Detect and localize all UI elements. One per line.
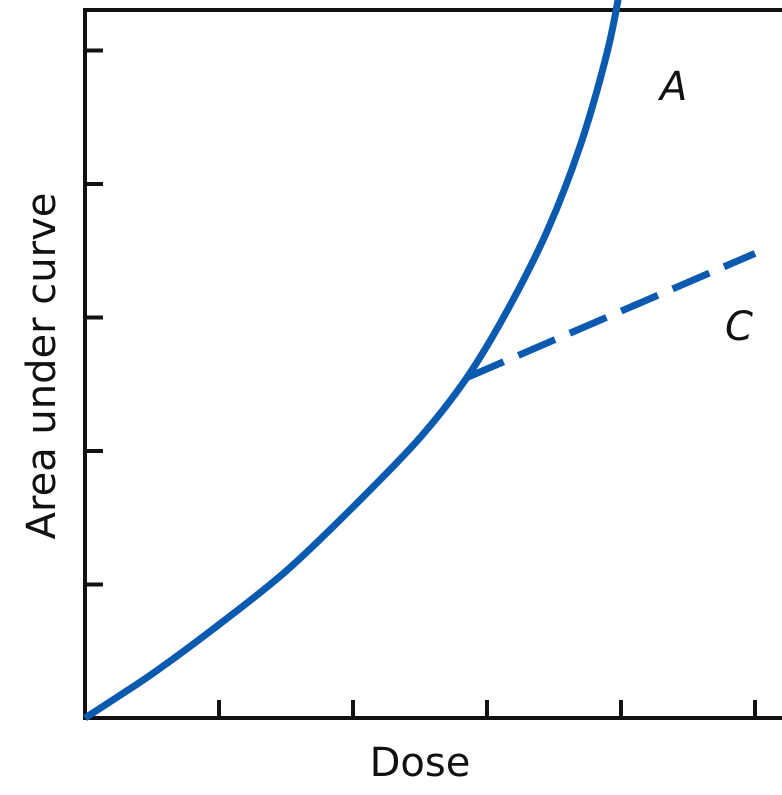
series-label-c: C — [725, 304, 753, 350]
x-axis-label: Dose — [370, 740, 471, 786]
series-line-c — [465, 250, 757, 381]
ticks — [85, 48, 757, 718]
series-labels: AC — [657, 64, 753, 350]
y-axis-label: Area under curve — [19, 193, 65, 540]
plot-frame — [83, 8, 782, 720]
axes — [83, 8, 782, 720]
series-label-a: A — [657, 64, 687, 110]
series-group — [83, 0, 757, 721]
series-line-a — [83, 0, 622, 721]
